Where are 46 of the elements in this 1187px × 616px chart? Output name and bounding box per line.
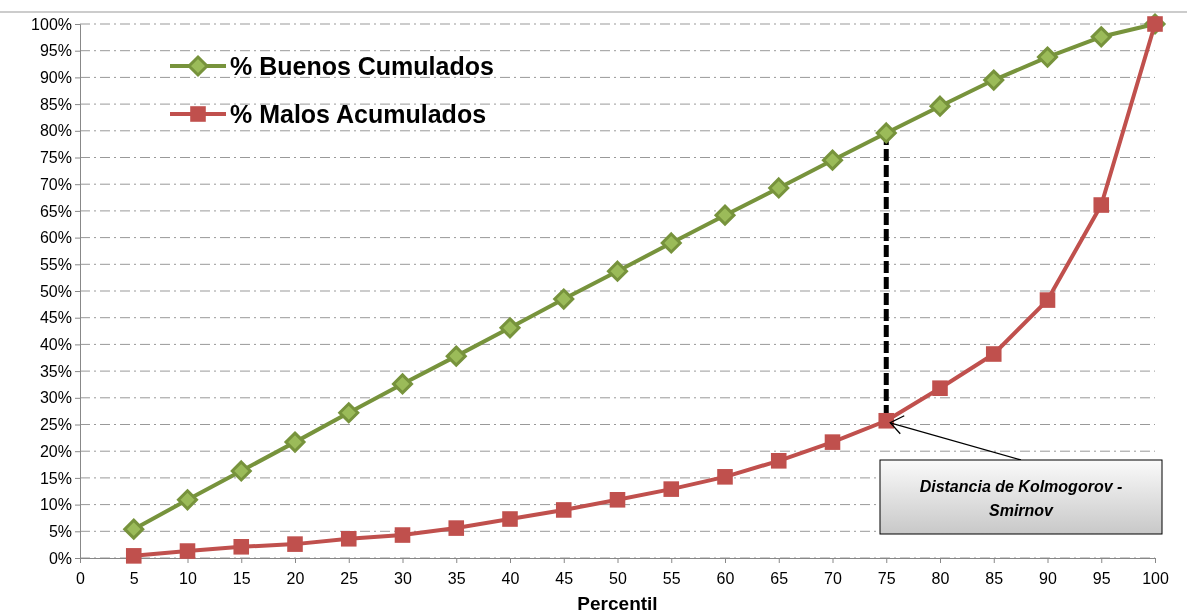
y-tick-label: 5% [48,522,72,540]
x-tick-label: 40 [501,569,520,587]
x-tick-label: 0 [76,569,86,587]
x-tick-label: 100 [1142,569,1169,587]
x-tick-label: 65 [770,569,789,587]
x-tick-label: 85 [985,569,1004,587]
x-tick-label: 70 [824,569,842,587]
y-tick-label: 20% [39,442,72,460]
x-tick-label: 35 [447,569,466,587]
y-tick-label: 60% [39,229,72,247]
legend-label: % Buenos Cumulados [230,52,494,80]
y-tick-label: 35% [39,362,72,380]
x-tick-label: 55 [662,569,681,587]
y-tick-label: 65% [39,202,72,220]
x-tick-label: 95 [1092,569,1111,587]
y-tick-label: 25% [39,416,72,434]
y-tick-label: 45% [39,309,72,327]
y-tick-label: 15% [39,469,72,487]
x-axis-title: Percentil [577,593,658,614]
x-tick-label: 60 [716,569,735,587]
x-tick-label: 75 [877,569,896,587]
x-tick-label: 20 [286,569,305,587]
x-tick-label: 30 [394,569,412,587]
y-tick-label: 95% [39,42,72,60]
y-tick-label: 40% [39,336,72,354]
x-tick-label: 25 [340,569,359,587]
x-tick-label: 10 [179,569,197,587]
legend-label: % Malos Acumulados [230,100,487,128]
y-tick-label: 55% [39,255,72,273]
y-tick-label: 100% [31,15,72,33]
y-tick-label: 50% [39,282,72,300]
x-tick-label: 50 [609,569,627,587]
x-tick-label: 80 [931,569,950,587]
y-tick-label: 70% [39,175,72,193]
x-tick-label: 15 [232,569,251,587]
x-tick-label: 5 [129,569,139,587]
y-tick-label: 30% [39,389,72,407]
annotation: Distancia de Kolmogorov - Smirnov [919,478,1123,519]
y-tick-label: 80% [39,122,72,140]
x-tick-label: 90 [1039,569,1057,587]
y-tick-label: 85% [39,95,72,113]
y-tick-label: 10% [39,496,72,514]
y-tick-label: 90% [39,69,72,87]
x-tick-label: 45 [555,569,574,587]
y-tick-label: 0% [48,549,72,567]
y-tick-label: 75% [39,149,72,167]
